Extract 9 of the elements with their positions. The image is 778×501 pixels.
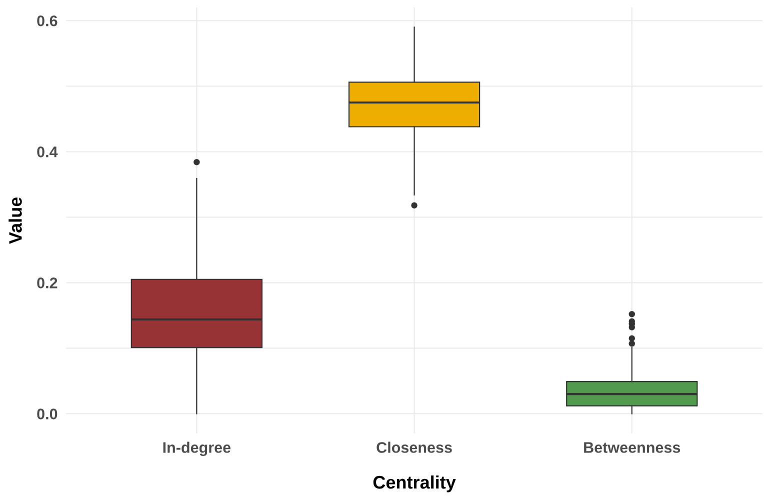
x-tick-label: In-degree <box>163 442 231 456</box>
y-axis-title: Value <box>8 197 22 244</box>
y-tick-label: 0.4 <box>37 146 58 158</box>
y-tick-label: 0.6 <box>37 15 58 26</box>
x-axis-title: Centrality <box>373 475 456 492</box>
y-tick-label: 0.0 <box>37 408 58 420</box>
x-tick-label: Closeness <box>376 442 452 453</box>
x-tick-label: Betweenness <box>584 442 680 453</box>
y-tick-label: 0.2 <box>37 278 58 288</box>
